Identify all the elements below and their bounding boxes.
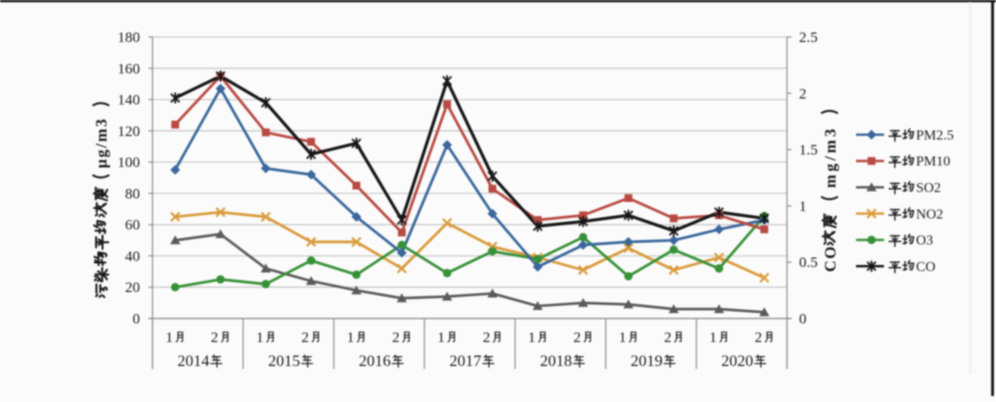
svg-text:2017: 2017	[449, 353, 481, 370]
svg-text:60: 60	[125, 218, 140, 234]
svg-text:1: 1	[347, 330, 355, 346]
svg-text:2: 2	[301, 330, 309, 346]
svg-text:NO2: NO2	[916, 207, 943, 222]
svg-text:2: 2	[392, 330, 400, 346]
svg-text:PM10: PM10	[916, 155, 950, 170]
svg-text:0: 0	[133, 312, 141, 328]
svg-text:160: 160	[118, 61, 141, 77]
svg-text:120: 120	[118, 124, 141, 140]
svg-text:1: 1	[166, 330, 174, 346]
svg-text:μg/m3: μg/m3	[94, 117, 111, 168]
svg-text:20: 20	[125, 280, 140, 296]
svg-text:O3: O3	[916, 234, 933, 249]
svg-text:2018: 2018	[540, 353, 572, 370]
svg-text:2: 2	[664, 330, 672, 346]
svg-text:1: 1	[528, 330, 536, 346]
svg-text:1.5: 1.5	[799, 143, 818, 159]
svg-text:2: 2	[483, 330, 491, 346]
svg-text:1: 1	[256, 330, 264, 346]
svg-text:40: 40	[125, 249, 140, 265]
svg-text:1: 1	[709, 330, 717, 346]
svg-text:PM2.5: PM2.5	[916, 128, 954, 143]
svg-text:mg/m3: mg/m3	[822, 126, 839, 188]
svg-text:2: 2	[799, 86, 807, 102]
svg-text:2: 2	[573, 330, 581, 346]
svg-text:2016: 2016	[359, 353, 391, 370]
svg-text:140: 140	[118, 93, 141, 109]
svg-text:1: 1	[799, 199, 807, 215]
svg-text:0.5: 0.5	[799, 255, 818, 271]
svg-text:2: 2	[211, 330, 219, 346]
svg-text:2014: 2014	[177, 353, 209, 370]
svg-text:SO2: SO2	[916, 181, 941, 196]
svg-text:1: 1	[619, 330, 627, 346]
svg-text:1: 1	[437, 330, 445, 346]
svg-text:2019: 2019	[631, 353, 663, 370]
svg-text:CO: CO	[822, 245, 839, 272]
svg-text:80: 80	[125, 186, 140, 202]
svg-text:2: 2	[755, 330, 763, 346]
svg-text:180: 180	[118, 30, 141, 46]
svg-text:100: 100	[118, 155, 141, 171]
svg-text:2.5: 2.5	[799, 30, 818, 46]
svg-text:2020: 2020	[721, 353, 753, 370]
svg-text:0: 0	[799, 312, 807, 328]
svg-text:CO: CO	[916, 260, 935, 275]
svg-text:2015: 2015	[268, 353, 300, 370]
